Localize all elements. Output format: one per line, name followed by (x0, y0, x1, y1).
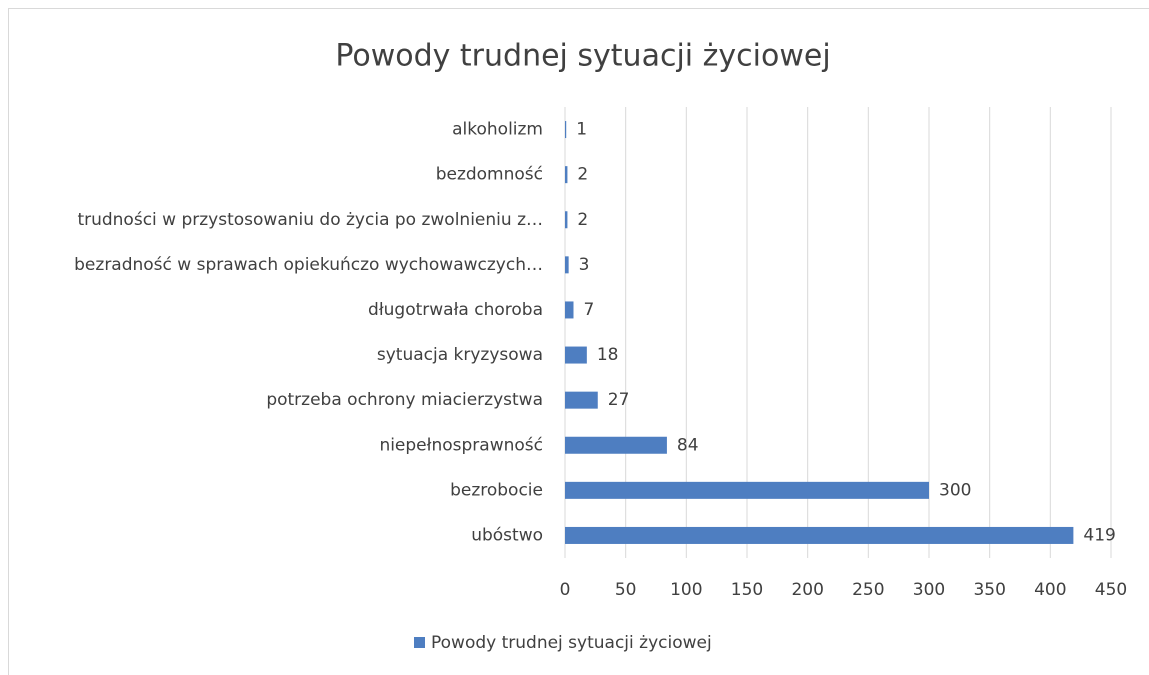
bar (565, 481, 929, 499)
legend-swatch (414, 637, 425, 648)
y-tick-label: niepełnosprawność (379, 435, 543, 455)
y-tick-label: bezrobocie (450, 480, 543, 500)
data-label: 18 (597, 345, 619, 365)
x-tick-label: 400 (1034, 580, 1066, 600)
data-label: 2 (577, 210, 588, 230)
data-label: 419 (1083, 525, 1115, 545)
chart-frame (8, 8, 1149, 675)
chart-title: Powody trudnej sytuacji życiowej (335, 39, 830, 74)
bar (565, 526, 1074, 544)
x-tick-label: 50 (615, 580, 637, 600)
data-label: 84 (677, 435, 699, 455)
y-tick-label: bezdomność (436, 165, 543, 185)
legend-label: Powody trudnej sytuacji życiowej (431, 633, 712, 653)
bar (565, 391, 598, 409)
x-tick-label: 450 (1095, 580, 1127, 600)
x-tick-label: 250 (852, 580, 884, 600)
y-tick-label: alkoholizm (452, 120, 543, 140)
data-label: 2 (577, 165, 588, 185)
bar (565, 166, 568, 184)
y-tick-label: trudności w przystosowaniu do życia po z… (77, 210, 543, 230)
x-tick-label: 350 (973, 580, 1005, 600)
y-tick-label: ubóstwo (471, 525, 543, 545)
y-tick-label: potrzeba ochrony miacierzystwa (266, 390, 543, 410)
x-tick-label: 0 (560, 580, 571, 600)
bar (565, 121, 567, 139)
data-label: 300 (939, 480, 971, 500)
bar (565, 256, 569, 274)
x-tick-label: 150 (731, 580, 763, 600)
bar (565, 211, 568, 229)
y-tick-label: bezradność w sprawach opiekuńczo wychowa… (74, 255, 543, 275)
y-tick-label: długotrwała choroba (368, 300, 543, 320)
data-label: 7 (583, 300, 594, 320)
y-tick-label: sytuacja kryzysowa (377, 345, 543, 365)
x-tick-label: 200 (791, 580, 823, 600)
data-label: 27 (608, 390, 630, 410)
data-label: 3 (579, 255, 590, 275)
data-label: 1 (576, 120, 587, 140)
x-tick-label: 300 (913, 580, 945, 600)
bar (565, 346, 587, 364)
x-tick-label: 100 (670, 580, 702, 600)
bar (565, 301, 574, 319)
bar (565, 436, 667, 454)
